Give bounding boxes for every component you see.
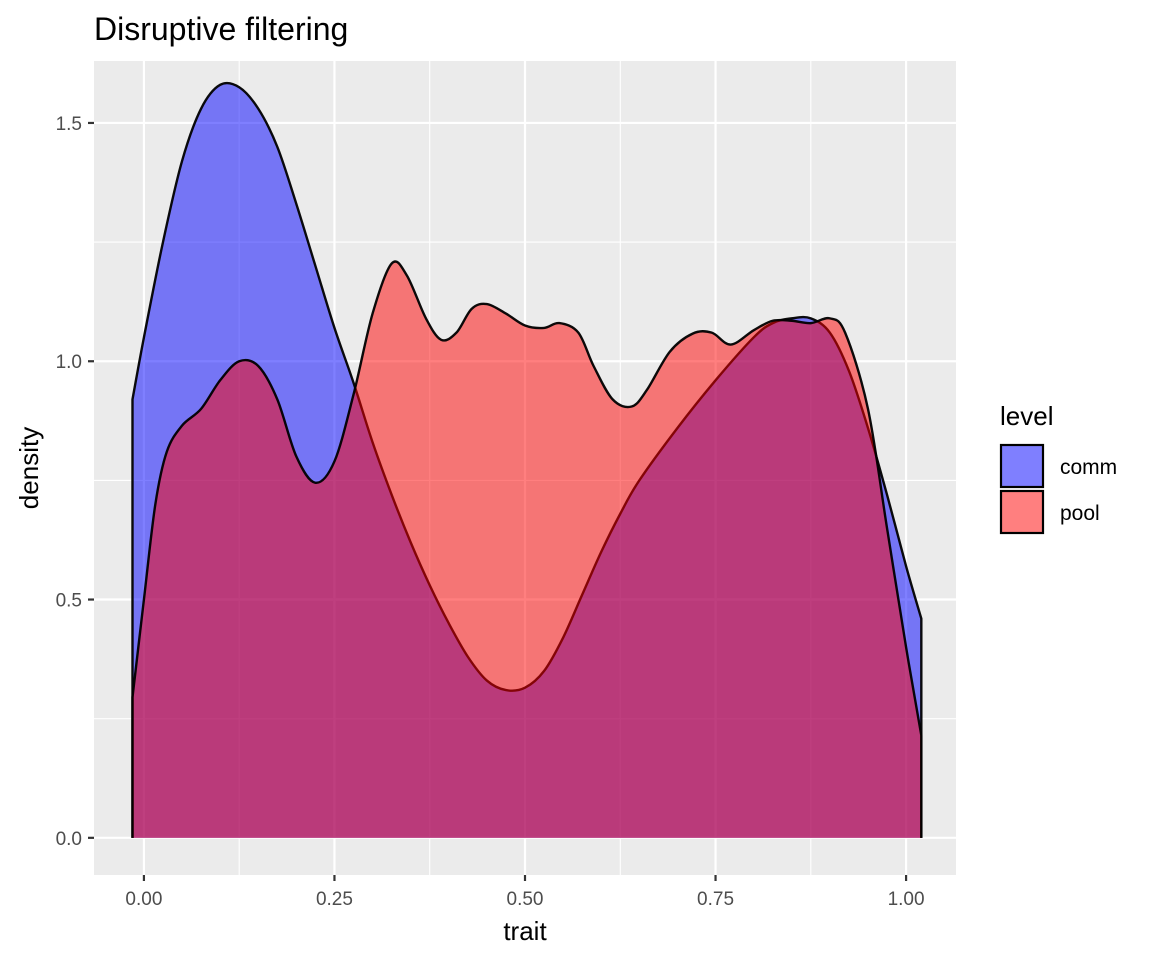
x-axis-ticks: 0.00 0.25 0.50 0.75 1.00 [125, 875, 925, 910]
legend-label-comm: comm [1060, 456, 1117, 479]
x-tick-label: 0.25 [316, 889, 353, 910]
legend-item-comm: comm [999, 443, 1117, 489]
legend-swatch-comm [999, 443, 1045, 489]
legend: level comm pool [999, 401, 1117, 535]
y-tick-label: 1.5 [56, 114, 82, 135]
y-axis-ticks: 0.0 0.5 1.0 1.5 [56, 114, 94, 850]
x-tick-label: 1.00 [888, 889, 925, 910]
x-tick-label: 0.00 [125, 889, 162, 910]
legend-title: level [1000, 401, 1053, 431]
legend-item-pool: pool [999, 489, 1100, 535]
legend-label-pool: pool [1060, 502, 1100, 525]
x-tick-label: 0.50 [507, 889, 544, 910]
x-axis-title: trait [503, 916, 547, 946]
legend-swatch-pool [999, 489, 1045, 535]
chart-title: Disruptive filtering [94, 11, 348, 47]
y-tick-label: 1.0 [56, 352, 82, 373]
y-axis-title: density [14, 427, 44, 509]
y-tick-label: 0.5 [56, 591, 82, 612]
x-tick-label: 0.75 [697, 889, 734, 910]
density-line-pool [131, 260, 923, 838]
area-fill-pool [132, 261, 922, 838]
y-tick-label: 0.0 [56, 829, 82, 850]
density-areas [131, 81, 923, 838]
